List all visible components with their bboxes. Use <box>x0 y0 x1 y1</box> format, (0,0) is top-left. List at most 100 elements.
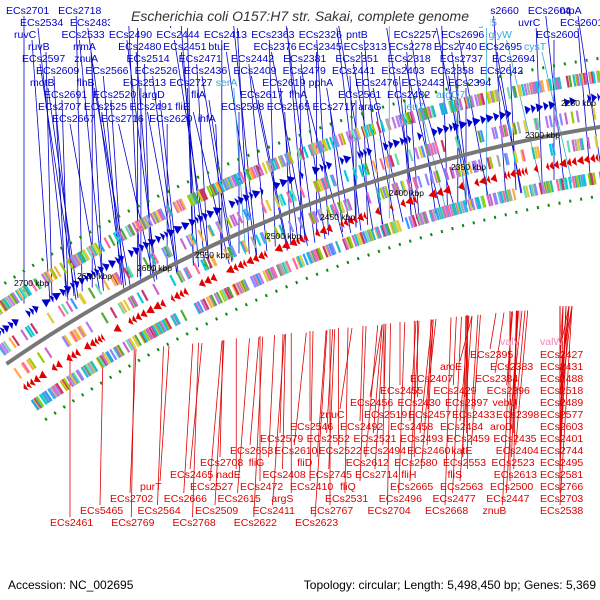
cog-bar <box>122 299 131 312</box>
cog-bar <box>50 267 59 280</box>
cog-bar <box>305 252 313 265</box>
cog-bar <box>87 287 96 299</box>
gene-label-forward: ECs2363 <box>251 29 294 41</box>
cog-bar <box>586 136 591 150</box>
cog-bar <box>356 233 363 246</box>
cog-bar <box>341 238 349 251</box>
cog-bar <box>423 211 430 224</box>
cog-bar <box>117 229 126 242</box>
cog-bar <box>131 222 140 234</box>
gene-label-reverse: fliD <box>297 457 313 469</box>
gene-label-forward: ECs2326 <box>299 29 342 41</box>
gene-arrow <box>289 237 298 246</box>
cog-bar <box>48 268 58 280</box>
cog-bar <box>470 95 475 108</box>
cog-bar <box>308 212 315 225</box>
gene-arrow <box>26 380 33 389</box>
gene-label-forward: cysT <box>524 41 547 53</box>
cog-bar <box>260 201 268 214</box>
cog-bar <box>428 209 434 223</box>
leader-line <box>559 305 570 350</box>
cog-bar <box>297 216 304 229</box>
gene-label-forward: ECs2403 <box>381 65 424 77</box>
cog-bar <box>391 183 398 196</box>
cog-bar <box>518 84 523 97</box>
gene-label-reverse: ECs2383 <box>490 361 533 373</box>
gene-arrow <box>559 158 567 168</box>
cog-bar <box>315 141 322 154</box>
gene-arrow <box>77 277 85 286</box>
cog-bar <box>592 71 596 84</box>
leader-line <box>471 314 479 410</box>
gene-arrow <box>24 310 31 318</box>
gene-arrow <box>114 256 120 265</box>
leader-line <box>192 342 199 518</box>
cog-bar <box>200 299 208 312</box>
cog-bar <box>496 89 501 102</box>
cog-bar <box>97 356 106 368</box>
cog-bar <box>207 295 216 308</box>
cog-bar <box>494 89 500 102</box>
leader-line <box>559 305 564 482</box>
gene-arrow <box>75 348 82 357</box>
gene-label-reverse: vebU <box>493 397 518 409</box>
cog-bar <box>503 153 509 166</box>
cog-bar <box>365 191 372 204</box>
gene-arrow <box>442 124 450 134</box>
cog-bar <box>94 283 103 295</box>
cog-bar <box>449 100 455 113</box>
cog-bar <box>24 326 33 338</box>
cog-bar <box>150 325 159 338</box>
cog-bar <box>295 256 303 269</box>
cog-bar <box>0 342 10 354</box>
gene-label-reverse: ECs2493 <box>400 433 443 445</box>
cog-bar <box>488 193 494 206</box>
cog-bar <box>69 256 78 268</box>
cog-bar <box>155 322 164 335</box>
leader-line <box>232 15 258 255</box>
cog-bar <box>144 328 153 341</box>
cog-bar <box>240 240 248 253</box>
cog-bar <box>387 155 394 168</box>
cog-bar <box>254 234 262 247</box>
leader-line <box>515 310 529 446</box>
cog-bar <box>429 172 435 185</box>
gene-label-reverse: ECs2527 <box>190 481 233 493</box>
cog-bar <box>486 157 492 170</box>
cog-bar <box>334 240 342 253</box>
cog-bar <box>480 92 486 106</box>
cog-bar <box>192 191 200 204</box>
cog-bar <box>308 143 316 156</box>
leader-line <box>99 351 104 506</box>
cog-bar <box>216 220 224 233</box>
leader-line <box>352 63 384 227</box>
cog-bar <box>373 227 380 240</box>
leader-line <box>69 123 101 293</box>
gene-label-forward: ECs2436 <box>184 65 227 77</box>
cog-bar <box>229 214 237 227</box>
cog-bar <box>451 203 457 216</box>
cog-bar <box>254 273 262 286</box>
cog-bar <box>449 166 455 179</box>
cog-bar <box>225 216 233 229</box>
gene-label-reverse: znuC <box>320 409 345 421</box>
cog-bar <box>205 256 213 269</box>
cog-bar <box>434 141 440 154</box>
cog-bar <box>367 124 373 137</box>
leader-line <box>268 39 276 247</box>
cog-bar <box>53 265 62 278</box>
gene-arrow <box>226 264 235 274</box>
cog-bar <box>479 129 485 143</box>
cog-bar <box>325 205 333 218</box>
gene-label-reverse: ECs2702 <box>110 493 153 505</box>
cog-bar <box>346 236 353 249</box>
cog-bar <box>135 220 143 232</box>
cog-bar <box>381 186 388 199</box>
cog-bar <box>190 193 198 205</box>
cog-bar <box>564 177 569 190</box>
cog-bar <box>285 191 293 204</box>
gene-label-reverse: ECs2458 <box>390 421 433 433</box>
cog-bar <box>522 185 528 199</box>
cog-bar <box>206 185 214 198</box>
